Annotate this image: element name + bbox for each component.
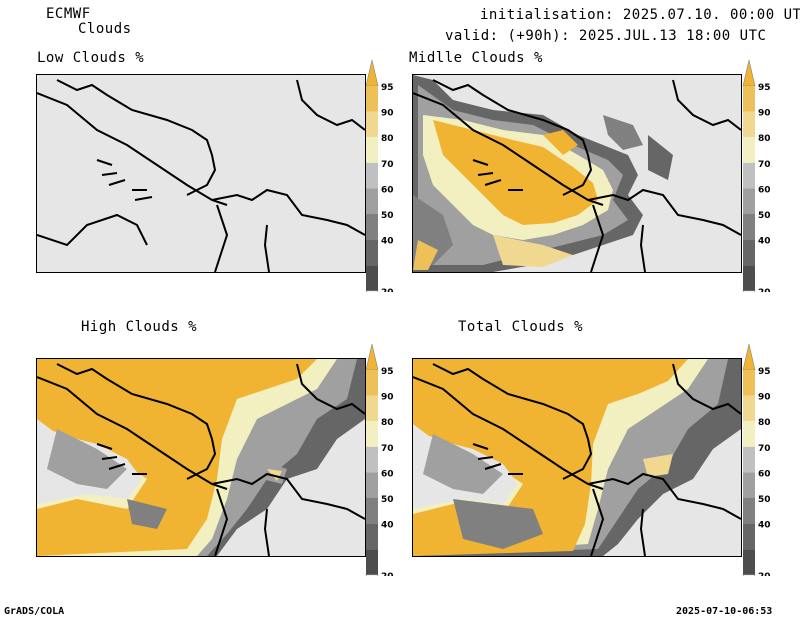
colorbar-band [743, 265, 755, 291]
colorbar-band [366, 162, 378, 189]
colorbar-band [366, 214, 378, 240]
colorbar-band [366, 446, 378, 473]
colorbar-label: 80 [758, 134, 771, 144]
initialisation-time: initialisation: 2025.07.10. 00:00 UTC [480, 7, 800, 23]
colorbar-label: 50 [381, 211, 394, 221]
colorbar-label: 20 [381, 288, 394, 292]
colorbar-arrow-bottom [742, 290, 756, 292]
colorbar-label: 50 [758, 495, 771, 505]
colorbar-label: 40 [381, 521, 394, 531]
colorbar-band [743, 446, 755, 473]
colorbar-band [743, 472, 755, 498]
colorbar-band [366, 370, 378, 396]
colorbar-label: 20 [758, 572, 771, 576]
colorbar-band [743, 137, 755, 163]
panel-title-middle-clouds: Midlle Clouds % [409, 50, 543, 66]
colorbar-band [366, 472, 378, 498]
colorbar-top-right: 95 90 80 70 60 50 40 20 [739, 58, 779, 292]
colorbar-label: 40 [758, 237, 771, 247]
colorbar-band [743, 370, 755, 396]
colorbar-band [366, 395, 378, 422]
colorbar-label: 60 [758, 185, 771, 195]
colorbar-label: 50 [758, 211, 771, 221]
colorbar-band [743, 214, 755, 240]
colorbar-band [366, 523, 378, 550]
colorbar-band [366, 111, 378, 138]
colorbar-label: 60 [758, 469, 771, 479]
colorbar-label: 90 [758, 109, 771, 119]
colorbar-band [743, 162, 755, 189]
colorbar-band [366, 188, 378, 214]
colorbar-label: 70 [381, 444, 394, 454]
colorbar-arrow-top [742, 343, 756, 371]
colorbar-band [743, 239, 755, 266]
map-panel-high-clouds [36, 358, 366, 557]
colorbar-band [366, 86, 378, 112]
colorbar-band [743, 395, 755, 422]
map-field-middle [413, 75, 741, 272]
colorbar-label: 95 [758, 83, 771, 93]
colorbar-label: 95 [381, 83, 394, 93]
colorbar-band [743, 86, 755, 112]
product-name: Clouds [78, 21, 132, 37]
colorbar-band [366, 421, 378, 447]
colorbar-label: 50 [381, 495, 394, 505]
colorbar-top-left: 95 90 80 70 60 50 40 20 [362, 58, 402, 292]
footer-software: GrADS/COLA [4, 606, 65, 617]
colorbar-band [743, 421, 755, 447]
colorbar-label: 95 [758, 367, 771, 377]
colorbar-bottom-left: 95 90 80 70 60 50 40 20 [362, 342, 402, 576]
colorbar-band [743, 188, 755, 214]
colorbar-band [366, 265, 378, 291]
colorbar-label: 80 [758, 418, 771, 428]
colorbar-band [743, 498, 755, 524]
colorbar-label: 70 [381, 160, 394, 170]
colorbar-label: 60 [381, 469, 394, 479]
colorbar-label: 80 [381, 418, 394, 428]
colorbar-label: 80 [381, 134, 394, 144]
footer-timestamp: 2025-07-10-06:53 [676, 606, 773, 617]
map-panel-total-clouds [412, 358, 742, 557]
colorbar-band [366, 498, 378, 524]
panel-title-low-clouds: Low Clouds % [37, 50, 145, 66]
map-panel-low-clouds [36, 74, 366, 273]
panel-title-total-clouds: Total Clouds % [458, 319, 584, 335]
colorbar-band [743, 549, 755, 575]
panel-title-high-clouds: High Clouds % [81, 319, 198, 335]
colorbar-arrow-bottom [365, 290, 379, 292]
map-borders-low [37, 79, 365, 272]
map-field-high [37, 359, 365, 556]
colorbar-label: 20 [758, 288, 771, 292]
colorbar-label: 40 [758, 521, 771, 531]
colorbar-label: 40 [381, 237, 394, 247]
colorbar-band [366, 137, 378, 163]
map-field-total [413, 359, 741, 556]
colorbar-band [366, 239, 378, 266]
colorbar-band [743, 111, 755, 138]
colorbar-label: 95 [381, 367, 394, 377]
colorbar-label: 90 [381, 109, 394, 119]
map-panel-middle-clouds [412, 74, 742, 273]
colorbar-label: 70 [758, 160, 771, 170]
colorbar-label: 90 [381, 393, 394, 403]
colorbar-band [743, 523, 755, 550]
colorbar-bottom-right: 95 90 80 70 60 50 40 20 [739, 342, 779, 576]
colorbar-arrow-top [365, 343, 379, 371]
colorbar-label: 60 [381, 185, 394, 195]
colorbar-label: 70 [758, 444, 771, 454]
valid-time: valid: (+90h): 2025.JUL.13 18:00 UTC [445, 28, 767, 44]
colorbar-band [366, 549, 378, 575]
colorbar-arrow-top [365, 59, 379, 87]
colorbar-label: 90 [758, 393, 771, 403]
colorbar-label: 20 [381, 572, 394, 576]
colorbar-arrow-top [742, 59, 756, 87]
model-name: ECMWF [46, 6, 91, 22]
colorbar-arrow-bottom [742, 574, 756, 576]
colorbar-arrow-bottom [365, 574, 379, 576]
